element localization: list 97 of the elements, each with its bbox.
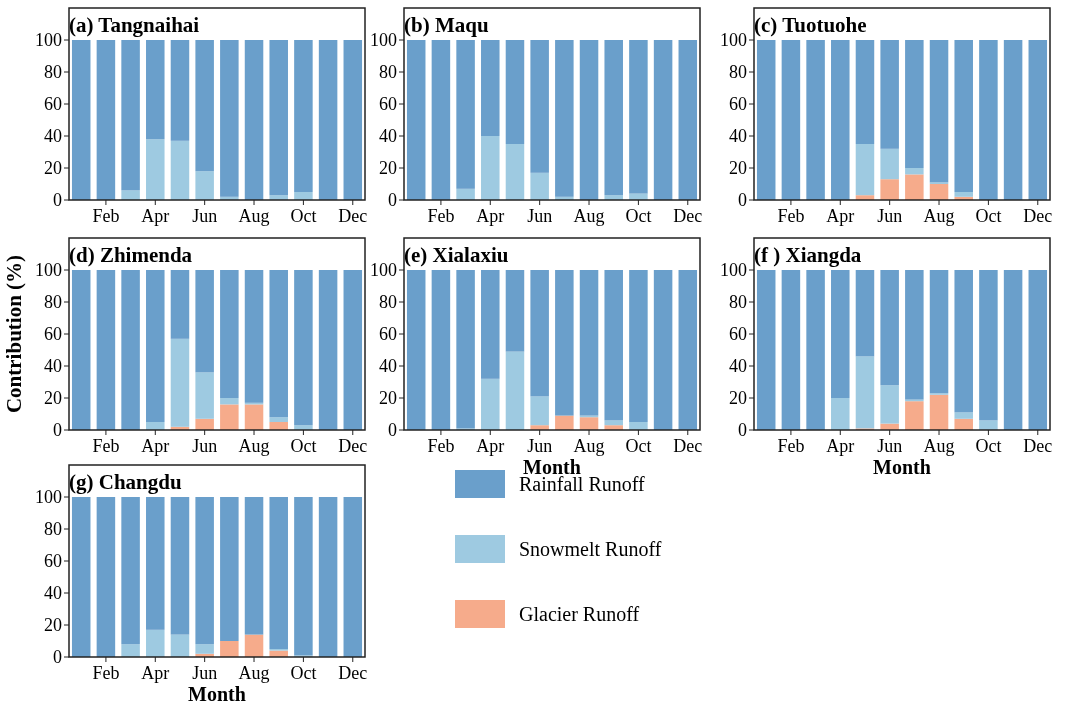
x-tick-label: Dec: [1023, 436, 1053, 456]
x-tick-label: Jun: [192, 663, 218, 683]
y-tick-label: 40: [44, 356, 62, 377]
x-tick-label: Dec: [673, 206, 703, 226]
x-tick-label: Dec: [673, 436, 703, 456]
y-tick-label: 100: [370, 260, 397, 281]
x-tick-label: Feb: [777, 206, 805, 226]
chart-title: (a) Tangnaihai: [69, 13, 200, 37]
y-tick-label: 20: [379, 388, 397, 409]
x-tick-label: Jun: [527, 206, 553, 226]
x-axis-title: Month: [873, 456, 931, 478]
y-tick-label: 0: [53, 647, 62, 668]
y-tick-label: 0: [738, 190, 747, 211]
x-tick-label: Oct: [290, 206, 317, 226]
y-tick-label: 20: [44, 388, 62, 409]
y-tick-label: 40: [379, 126, 397, 147]
x-axis-title: Month: [188, 683, 246, 705]
x-tick-label: Oct: [975, 436, 1002, 456]
x-tick-label: Aug: [238, 663, 270, 683]
y-tick-label: 60: [379, 324, 397, 345]
x-tick-label: Feb: [92, 663, 120, 683]
chart-title: (d) Zhimenda: [69, 243, 193, 267]
x-tick-label: Oct: [975, 206, 1002, 226]
chart-title: (g) Changdu: [69, 470, 182, 494]
y-tick-label: 40: [729, 356, 747, 377]
y-tick-label: 60: [379, 94, 397, 115]
y-tick-label: 20: [379, 158, 397, 179]
x-tick-label: Feb: [427, 206, 455, 226]
x-tick-label: Apr: [826, 206, 855, 226]
x-tick-label: Jun: [877, 206, 903, 226]
y-tick-label: 0: [738, 420, 747, 441]
chart-title: (e) Xialaxiu: [404, 243, 509, 267]
x-tick-label: Feb: [427, 436, 455, 456]
x-tick-label: Apr: [141, 663, 170, 683]
y-tick-label: 0: [53, 420, 62, 441]
x-tick-label: Dec: [338, 206, 368, 226]
y-axis-title: Contribution (%): [2, 254, 26, 414]
y-tick-label: 80: [379, 62, 397, 83]
y-tick-label: 80: [44, 292, 62, 313]
y-tick-label: 40: [44, 126, 62, 147]
y-tick-label: 0: [53, 190, 62, 211]
x-tick-label: Oct: [625, 436, 652, 456]
x-tick-label: Apr: [141, 436, 170, 456]
x-tick-label: Apr: [826, 436, 855, 456]
y-tick-label: 20: [729, 158, 747, 179]
x-tick-label: Jun: [192, 436, 218, 456]
chart-title: (b) Maqu: [404, 13, 489, 37]
y-tick-label: 60: [44, 551, 62, 572]
x-tick-label: Dec: [1023, 206, 1053, 226]
x-tick-label: Jun: [877, 436, 903, 456]
y-tick-label: 40: [44, 583, 62, 604]
x-tick-label: Apr: [141, 206, 170, 226]
x-tick-label: Aug: [923, 436, 955, 456]
x-tick-label: Apr: [476, 436, 505, 456]
y-tick-label: 60: [44, 94, 62, 115]
y-tick-label: 20: [44, 158, 62, 179]
y-tick-label: 60: [729, 324, 747, 345]
x-tick-label: Oct: [290, 663, 317, 683]
y-tick-label: 80: [379, 292, 397, 313]
y-tick-label: 80: [44, 62, 62, 83]
x-tick-label: Aug: [923, 206, 955, 226]
x-tick-label: Dec: [338, 663, 368, 683]
chart-title: (c) Tuotuohe: [754, 13, 867, 37]
x-tick-label: Apr: [476, 206, 505, 226]
y-tick-label: 100: [35, 260, 62, 281]
y-tick-label: 100: [720, 260, 747, 281]
x-tick-label: Aug: [573, 206, 605, 226]
y-tick-label: 20: [729, 388, 747, 409]
y-tick-label: 100: [720, 30, 747, 51]
x-tick-label: Feb: [92, 436, 120, 456]
x-tick-label: Aug: [238, 206, 270, 226]
x-tick-label: Dec: [338, 436, 368, 456]
y-tick-label: 100: [35, 30, 62, 51]
y-tick-label: 80: [44, 519, 62, 540]
chart-title: (f ) Xiangda: [754, 243, 862, 267]
y-tick-label: 100: [35, 487, 62, 508]
x-tick-label: Oct: [290, 436, 317, 456]
y-tick-label: 60: [729, 94, 747, 115]
y-tick-label: 80: [729, 62, 747, 83]
y-tick-label: 20: [44, 615, 62, 636]
x-tick-label: Jun: [192, 206, 218, 226]
x-tick-label: Jun: [527, 436, 553, 456]
x-tick-label: Aug: [573, 436, 605, 456]
x-tick-label: Feb: [777, 436, 805, 456]
x-tick-label: Aug: [238, 436, 270, 456]
x-tick-label: Feb: [92, 206, 120, 226]
legend-label: Glacier Runoff: [519, 603, 640, 625]
y-tick-label: 0: [388, 190, 397, 211]
y-tick-label: 40: [379, 356, 397, 377]
y-tick-label: 60: [44, 324, 62, 345]
x-tick-label: Oct: [625, 206, 652, 226]
y-tick-label: 0: [388, 420, 397, 441]
y-tick-label: 100: [370, 30, 397, 51]
legend-label: Snowmelt Runoff: [519, 538, 662, 560]
y-tick-label: 80: [729, 292, 747, 313]
y-tick-label: 40: [729, 126, 747, 147]
legend-label: Rainfall Runoff: [519, 473, 646, 495]
